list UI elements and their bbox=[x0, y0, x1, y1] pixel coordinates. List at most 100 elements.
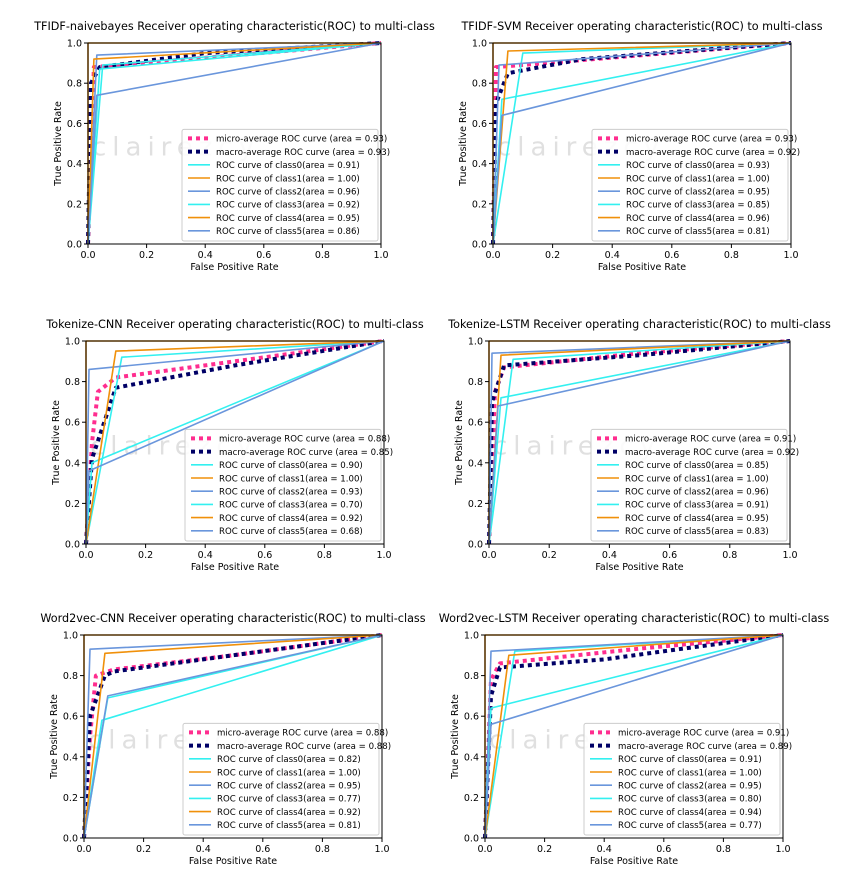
legend-entry: micro-average ROC curve (area = 0.93) bbox=[626, 135, 797, 145]
x-axis-label: False Positive Rate bbox=[595, 562, 683, 573]
legend-entry: macro-average ROC curve (area = 0.93) bbox=[216, 148, 390, 158]
y-tick-label: 0.6 bbox=[67, 119, 82, 130]
legend-entry: ROC curve of class2(area = 0.95) bbox=[626, 188, 770, 198]
legend-entry: micro-average ROC curve (area = 0.93) bbox=[216, 135, 387, 145]
x-tick-label: 1.0 bbox=[782, 550, 797, 561]
x-tick-label: 0.2 bbox=[139, 250, 154, 261]
x-tick-label: 0.8 bbox=[722, 550, 737, 561]
legend-entry: macro-average ROC curve (area = 0.92) bbox=[626, 148, 800, 158]
legend-entry: ROC curve of class0(area = 0.91) bbox=[216, 161, 360, 171]
x-axis-label: False Positive Rate bbox=[191, 562, 279, 573]
y-tick-label: 0.6 bbox=[63, 712, 78, 723]
y-tick-label: 0.6 bbox=[464, 712, 479, 723]
roc-curves bbox=[82, 633, 383, 839]
legend-entry: ROC curve of class4(area = 0.96) bbox=[626, 214, 770, 224]
legend-entry: ROC curve of class0(area = 0.85) bbox=[625, 461, 769, 471]
legend-entry: macro-average ROC curve (area = 0.85) bbox=[219, 448, 393, 458]
axes-frame bbox=[488, 340, 791, 545]
y-tick-label: 0.8 bbox=[65, 377, 80, 388]
x-tick-label: 0.8 bbox=[716, 844, 731, 855]
y-tick-label: 1.0 bbox=[63, 631, 78, 642]
y-tick-label: 0.0 bbox=[67, 240, 82, 251]
roc-curve-blue bbox=[87, 42, 382, 245]
legend-entry: ROC curve of class1(area = 1.00) bbox=[618, 768, 762, 778]
roc-curve-cyan bbox=[87, 42, 382, 245]
x-tick-label: 1.0 bbox=[775, 844, 790, 855]
x-tick-label: 0.6 bbox=[255, 844, 270, 855]
roc-curves bbox=[86, 41, 382, 245]
x-tick-label: 0.8 bbox=[317, 550, 332, 561]
y-tick-label: 0.4 bbox=[472, 159, 487, 170]
chart-title: Word2vec-LSTM Receiver operating charact… bbox=[439, 612, 830, 625]
roc-curve-orange bbox=[85, 340, 385, 545]
y-tick-label: 0.4 bbox=[65, 458, 80, 469]
x-tick-label: 0.2 bbox=[542, 550, 557, 561]
legend-entry: ROC curve of class5(area = 0.77) bbox=[618, 821, 762, 831]
roc-chart-4: Word2vec-CNN Receiver operating characte… bbox=[40, 612, 425, 867]
x-tick-label: 0.0 bbox=[477, 844, 492, 855]
legend-entry: micro-average ROC curve (area = 0.91) bbox=[618, 729, 789, 739]
roc-curve-blue bbox=[492, 42, 792, 245]
roc-curve-cyan bbox=[85, 340, 385, 545]
legend-entry: ROC curve of class2(area = 0.96) bbox=[625, 488, 769, 498]
axes-frame bbox=[83, 634, 383, 839]
roc-chart-1: TFIDF-SVM Receiver operating characteris… bbox=[458, 20, 823, 273]
legend-entry: micro-average ROC curve (area = 0.91) bbox=[625, 435, 796, 445]
roc-curve-cyan bbox=[85, 340, 385, 545]
roc-curve-orange bbox=[87, 42, 382, 245]
axes-frame bbox=[484, 634, 784, 839]
x-tick-label: 0.2 bbox=[537, 844, 552, 855]
x-tick-label: 0.6 bbox=[256, 250, 271, 261]
roc-curve-blue bbox=[85, 340, 385, 545]
x-tick-label: 0.6 bbox=[662, 550, 677, 561]
legend: micro-average ROC curve (area = 0.88) mac… bbox=[182, 722, 391, 836]
legend-box bbox=[181, 128, 379, 242]
y-axis-label: True Positive Rate bbox=[454, 400, 465, 486]
legend-entry: ROC curve of class1(area = 1.00) bbox=[219, 474, 363, 484]
y-axis-label: True Positive Rate bbox=[53, 101, 64, 187]
legend-entry: ROC curve of class0(area = 0.93) bbox=[626, 161, 770, 171]
legend-entry: ROC curve of class5(area = 0.81) bbox=[626, 227, 770, 237]
y-axis-label: True Positive Rate bbox=[458, 101, 469, 187]
y-tick-label: 1.0 bbox=[65, 337, 80, 348]
legend-box bbox=[184, 428, 382, 542]
legend-entry: ROC curve of class3(area = 0.70) bbox=[219, 501, 363, 511]
x-tick-label: 0.0 bbox=[485, 250, 500, 261]
legend-entry: micro-average ROC curve (area = 0.88) bbox=[219, 435, 390, 445]
chart-title: TFIDF-naivebayes Receiver operating char… bbox=[33, 20, 435, 33]
axes-frame bbox=[85, 340, 385, 545]
y-tick-label: 0.2 bbox=[464, 793, 479, 804]
x-axis-label: False Positive Rate bbox=[598, 262, 686, 273]
x-tick-label: 0.0 bbox=[80, 250, 95, 261]
y-tick-label: 0.2 bbox=[65, 499, 80, 510]
y-tick-label: 0.0 bbox=[65, 540, 80, 551]
x-tick-label: 1.0 bbox=[373, 250, 388, 261]
axes-frame bbox=[492, 42, 792, 245]
legend: micro-average ROC curve (area = 0.93) mac… bbox=[181, 128, 390, 242]
legend-entry: ROC curve of class3(area = 0.85) bbox=[626, 201, 770, 211]
x-axis-label: False Positive Rate bbox=[189, 856, 277, 867]
x-tick-label: 0.8 bbox=[724, 250, 739, 261]
legend-entry: macro-average ROC curve (area = 0.89) bbox=[618, 742, 792, 752]
legend-entry: ROC curve of class5(area = 0.86) bbox=[216, 227, 360, 237]
y-axis-label: True Positive Rate bbox=[49, 694, 60, 780]
y-tick-label: 0.6 bbox=[65, 418, 80, 429]
x-tick-label: 0.2 bbox=[138, 550, 153, 561]
x-axis-label: False Positive Rate bbox=[590, 856, 678, 867]
y-tick-label: 0.4 bbox=[468, 458, 483, 469]
x-tick-label: 0.6 bbox=[257, 550, 272, 561]
x-tick-label: 0.8 bbox=[315, 250, 330, 261]
legend-entry: micro-average ROC curve (area = 0.88) bbox=[217, 729, 388, 739]
legend: micro-average ROC curve (area = 0.91) mac… bbox=[590, 428, 799, 542]
legend-entry: ROC curve of class3(area = 0.80) bbox=[618, 795, 762, 805]
legend-entry: ROC curve of class0(area = 0.91) bbox=[618, 755, 762, 765]
x-tick-label: 1.0 bbox=[374, 844, 389, 855]
x-tick-label: 0.6 bbox=[656, 844, 671, 855]
y-tick-label: 0.0 bbox=[468, 540, 483, 551]
y-tick-label: 0.4 bbox=[63, 752, 78, 763]
legend-entry: ROC curve of class3(area = 0.92) bbox=[216, 201, 360, 211]
roc-curve-orange bbox=[83, 634, 383, 839]
x-tick-label: 0.4 bbox=[196, 844, 211, 855]
legend-box bbox=[583, 722, 781, 836]
y-tick-label: 0.0 bbox=[63, 834, 78, 845]
